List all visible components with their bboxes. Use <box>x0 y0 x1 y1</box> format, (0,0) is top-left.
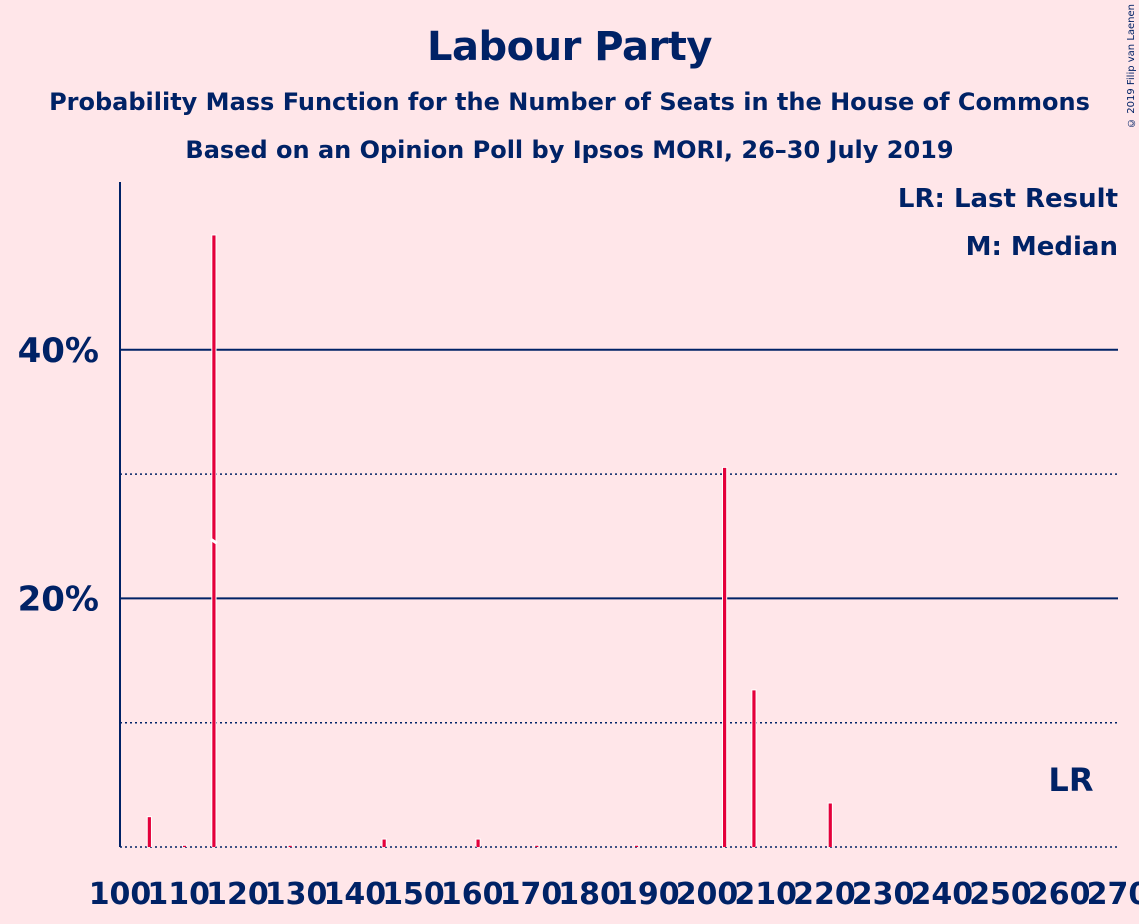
bar <box>382 839 386 847</box>
x-tick-label: 270 <box>1087 877 1139 912</box>
x-tick-label: 220 <box>793 877 856 912</box>
x-tick-label: 230 <box>852 877 915 912</box>
legend-last-result: LR: Last Result <box>897 184 1118 214</box>
bar <box>634 845 639 847</box>
y-tick-labels: 20% 40% <box>18 331 99 620</box>
legend-median: M: Median <box>965 232 1118 262</box>
x-tick-label: 250 <box>969 877 1032 912</box>
x-tick-label: 240 <box>910 877 973 912</box>
bar <box>288 845 292 847</box>
x-tick-label: 200 <box>676 877 739 912</box>
bar <box>147 817 151 847</box>
bars-group <box>146 234 833 847</box>
x-tick-label: 180 <box>558 877 621 912</box>
last-result-label: LR <box>1048 761 1093 799</box>
chart-title: Labour Party <box>427 24 712 70</box>
bar <box>723 467 727 847</box>
x-tick-labels: 1001101201301401501601701801902002102202… <box>89 877 1139 912</box>
bar <box>535 845 539 847</box>
bar <box>828 803 832 847</box>
chart-subtitle-source: Based on an Opinion Poll by Ipsos MORI, … <box>185 136 954 164</box>
x-tick-label: 130 <box>265 877 328 912</box>
bar <box>476 839 480 847</box>
y-tick-label: 20% <box>18 579 99 619</box>
x-tick-label: 120 <box>206 877 269 912</box>
x-tick-label: 170 <box>500 877 563 912</box>
bar <box>752 690 756 847</box>
x-tick-label: 140 <box>323 877 386 912</box>
x-tick-label: 260 <box>1028 877 1091 912</box>
x-tick-label: 110 <box>147 877 210 912</box>
x-tick-label: 210 <box>734 877 797 912</box>
grid-lines <box>120 348 1118 848</box>
y-tick-label: 40% <box>18 331 99 371</box>
x-tick-label: 150 <box>382 877 445 912</box>
x-tick-label: 190 <box>617 877 680 912</box>
bar <box>182 845 187 847</box>
x-tick-label: 100 <box>89 877 152 912</box>
x-tick-label: 160 <box>441 877 504 912</box>
median-marker <box>210 537 218 545</box>
chart-subtitle: Probability Mass Function for the Number… <box>49 88 1090 116</box>
